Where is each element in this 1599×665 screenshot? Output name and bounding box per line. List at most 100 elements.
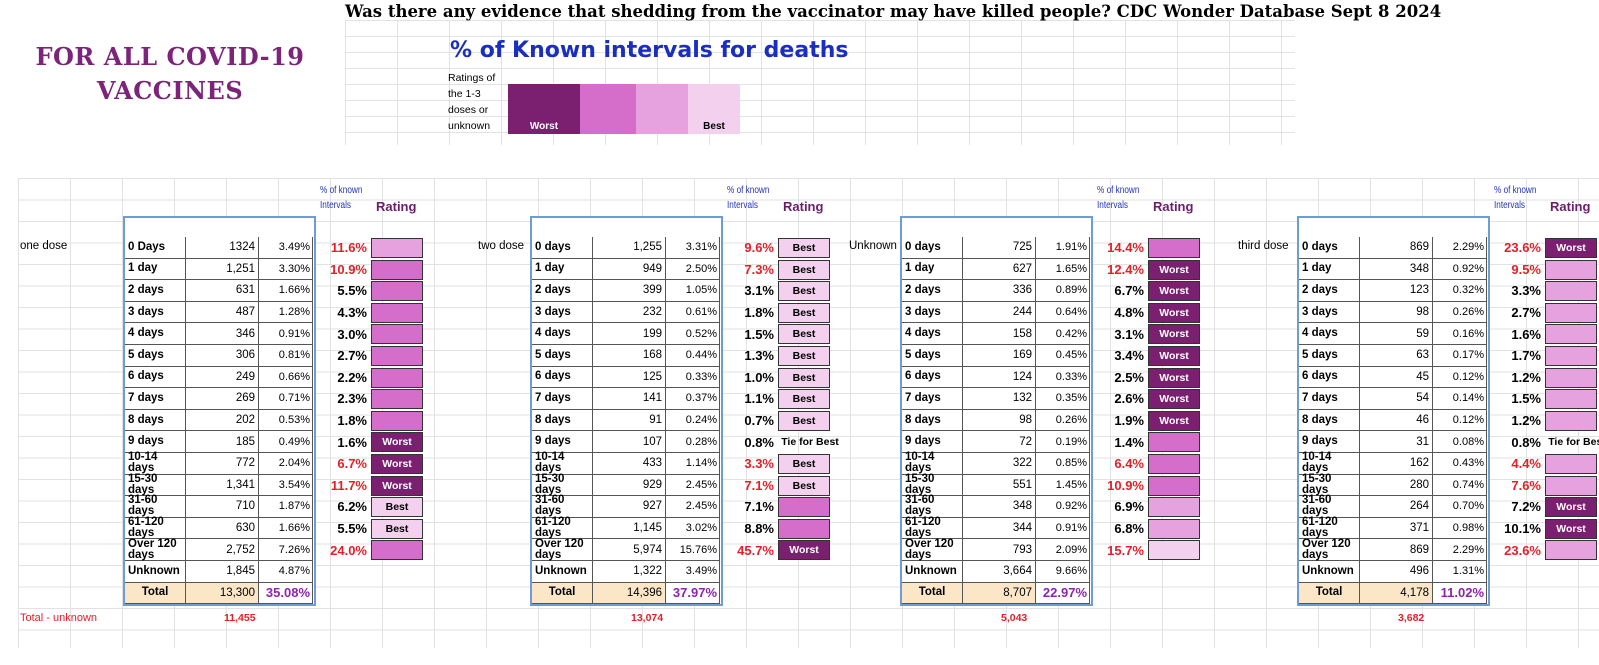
cell-count: 348 [1360, 258, 1433, 281]
pct-known-value: 6.9% [1114, 499, 1144, 515]
pct-known-value: 24.0% [330, 542, 367, 558]
legend-title: % of Known intervals for deaths [450, 38, 849, 63]
cell-interval: 4 days [125, 323, 186, 345]
cell-interval: 61-120 days [125, 516, 186, 540]
table-row: 61-120 days 344 0.91% [902, 516, 1091, 540]
rating-cell: Worst [1148, 367, 1200, 388]
cell-pct: 2.09% [1036, 539, 1090, 561]
cell-pct: 0.92% [1036, 496, 1090, 518]
cell-count: 927 [593, 496, 666, 518]
pct-known-value: 9.5% [1511, 261, 1541, 277]
pct-known-value: 1.8% [337, 413, 367, 429]
cell-count: 3,664 [963, 561, 1036, 583]
cell-interval: 7 days [1299, 388, 1360, 410]
total-minus-unknown-value: 3,682 [1398, 612, 1425, 625]
table-row: 5 days 169 0.45% [902, 345, 1091, 367]
table-row: 31-60 days 927 2.45% [532, 495, 721, 518]
rating-cell: Best [371, 518, 423, 539]
cell-count: 269 [186, 388, 259, 410]
cell-count: 772 [186, 453, 259, 475]
legend-grid [345, 20, 1295, 145]
cell-interval: 1 day [902, 258, 963, 281]
cell-interval: 8 days [125, 409, 186, 432]
cell-pct: 0.14% [1433, 388, 1487, 410]
pct-known-value: 0.8% [744, 434, 774, 450]
pct-known-value: 12.4% [1107, 261, 1144, 277]
rating-cell [371, 259, 423, 280]
pct-known-header: % of known Intervals [320, 183, 362, 213]
cell-count: 1,145 [593, 517, 666, 540]
cell-pct: 0.70% [1433, 496, 1487, 518]
cell-interval: 7 days [125, 388, 186, 410]
cell-pct: 1.66% [259, 280, 313, 302]
total-minus-unknown-value: 11,455 [224, 612, 256, 625]
table-row: 1 day 348 0.92% [1299, 258, 1488, 281]
table-row: Unknown 3,664 9.66% [902, 561, 1091, 583]
cell-pct: 1.31% [1433, 561, 1487, 583]
cell-interval: Total [1299, 582, 1360, 605]
pct-known-value: 1.2% [1511, 369, 1541, 385]
cell-pct: 1.65% [1036, 258, 1090, 281]
cell-interval: 1 day [1299, 258, 1360, 281]
cell-count: 4,178 [1360, 582, 1433, 605]
rating-cell [1545, 454, 1597, 474]
pct-known-value: 2.6% [1114, 391, 1144, 407]
table-row: 0 days 1,255 3.31% [532, 237, 721, 259]
cell-pct: 0.66% [259, 366, 313, 389]
table-row: Over 120 days 869 2.29% [1299, 538, 1488, 561]
cell-interval: 6 days [125, 366, 186, 389]
table-row: 9 days 185 0.49% [125, 431, 314, 453]
cell-interval: 5 days [532, 345, 593, 367]
pct-known-value: 10.9% [330, 261, 367, 277]
cell-pct: 3.02% [666, 517, 720, 540]
cell-pct: 0.42% [1036, 323, 1090, 345]
cell-interval: 0 days [532, 237, 593, 259]
cell-count: 336 [963, 280, 1036, 302]
cell-pct: 0.85% [1036, 453, 1090, 475]
rating-cell: Worst [371, 454, 423, 474]
cell-pct: 1.87% [259, 496, 313, 518]
table-row: 0 days 725 1.91% [902, 237, 1091, 259]
pct-known-value: 1.1% [744, 391, 774, 407]
rating-cell: Worst [371, 432, 423, 453]
table-row: 8 days 46 0.12% [1299, 409, 1488, 432]
cell-interval: 10-14 days [902, 452, 963, 475]
rating-cell: Worst [1148, 346, 1200, 366]
rating-cell [1148, 432, 1200, 453]
rating-cell: Best [778, 259, 830, 280]
cell-count: 168 [593, 345, 666, 367]
pct-known-value: 3.1% [744, 283, 774, 299]
cell-count: 169 [963, 345, 1036, 367]
cell-count: 306 [186, 345, 259, 367]
cell-interval: 7 days [902, 388, 963, 410]
pct-known-value: 5.5% [337, 283, 367, 299]
table-row: 2 days 631 1.66% [125, 280, 314, 302]
rating-cell [371, 346, 423, 366]
cell-count: 949 [593, 258, 666, 281]
rating-header: Rating [1550, 199, 1591, 214]
table-row: 7 days 54 0.14% [1299, 388, 1488, 410]
cell-pct: 0.08% [1433, 431, 1487, 453]
cell-interval: 1 day [532, 258, 593, 281]
cell-pct: 2.50% [666, 258, 720, 281]
cell-count: 232 [593, 301, 666, 324]
table-row: 1 day 949 2.50% [532, 258, 721, 281]
cell-pct: 0.98% [1433, 517, 1487, 540]
cell-interval: 2 days [902, 280, 963, 302]
cell-interval: 61-120 days [532, 516, 593, 540]
table-row: 6 days 124 0.33% [902, 366, 1091, 389]
pct-known-value: 6.7% [337, 456, 367, 472]
cell-count: 869 [1360, 539, 1433, 561]
cell-pct: 2.45% [666, 474, 720, 497]
total-minus-unknown-value: 5,043 [1001, 612, 1028, 625]
legend-swatch [580, 84, 636, 134]
table-row: 5 days 306 0.81% [125, 345, 314, 367]
cell-pct: 11.02% [1433, 582, 1487, 605]
cell-interval: 9 days [532, 431, 593, 453]
pct-known-value: 3.3% [744, 456, 774, 472]
total-row: Total 14,396 37.97% [532, 582, 721, 605]
rating-cell [371, 540, 423, 561]
cell-pct: 0.26% [1036, 409, 1090, 432]
cell-interval: 8 days [902, 409, 963, 432]
table-row: 9 days 107 0.28% [532, 431, 721, 453]
